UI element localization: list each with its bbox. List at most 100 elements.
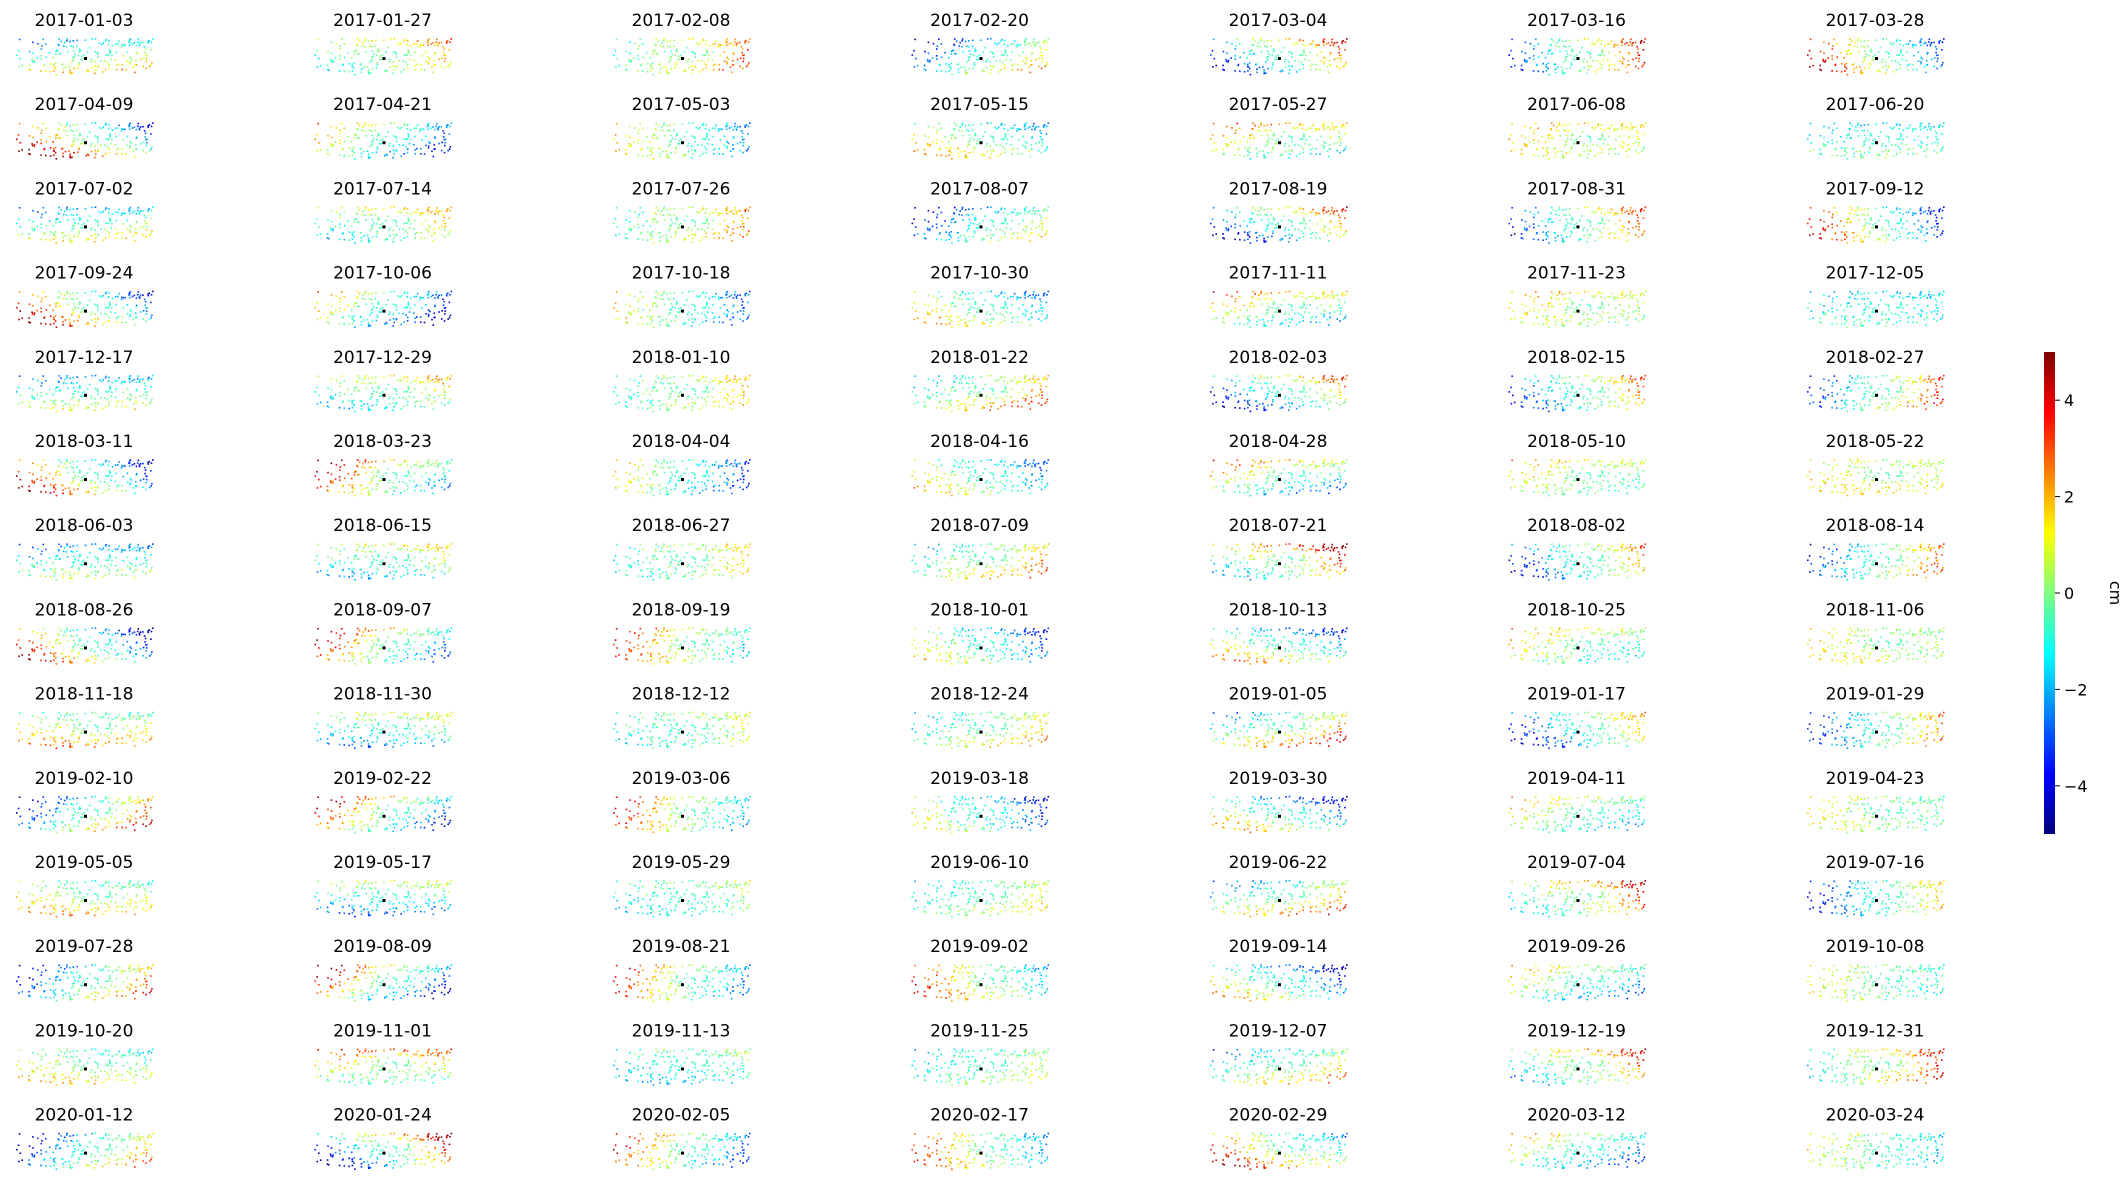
scatter-point	[692, 122, 694, 124]
scatter-point	[318, 58, 320, 60]
scatter-point	[1927, 137, 1929, 139]
scatter-point	[731, 240, 733, 242]
scatter-point	[354, 219, 356, 221]
scatter-point	[1344, 64, 1346, 66]
scatter-point	[1942, 62, 1944, 64]
scatter-point	[45, 296, 47, 298]
scatter-point	[1601, 217, 1603, 219]
scatter-point	[317, 150, 319, 152]
scatter-point	[1869, 148, 1871, 150]
scatter-point	[32, 126, 34, 128]
scatter-point	[965, 324, 967, 326]
scatter-point	[1611, 40, 1613, 42]
scatter-point	[1533, 223, 1535, 225]
scatter-point	[1005, 52, 1007, 54]
scatter-point	[414, 220, 416, 222]
scatter-point	[105, 223, 107, 225]
scatter-point	[1563, 45, 1565, 47]
scatter-point	[1227, 146, 1229, 148]
scatter-point	[1042, 139, 1044, 141]
scatter-point	[965, 241, 967, 243]
scatter-point	[387, 300, 389, 302]
panel-title: 2017-02-08	[632, 11, 731, 31]
scatter-point	[1857, 38, 1859, 40]
scatter-point	[937, 214, 939, 216]
scatter-point	[396, 53, 398, 55]
scatter-point	[94, 229, 96, 231]
scatter-point	[117, 212, 119, 214]
scatter-point	[443, 52, 445, 54]
scatter-point	[734, 210, 736, 212]
scatter-point	[77, 151, 79, 153]
scatter-point	[428, 145, 430, 147]
scatter-point	[136, 53, 138, 55]
scatter-point	[1249, 137, 1251, 139]
scatter-point	[1034, 43, 1036, 45]
scatter-point	[395, 52, 397, 54]
scatter-point	[1637, 217, 1639, 219]
scatter-point	[407, 320, 409, 322]
scatter-point	[56, 74, 58, 76]
scatter-point	[365, 207, 367, 209]
scatter-point	[1043, 126, 1045, 128]
scatter-point	[62, 316, 64, 318]
scatter-point	[630, 61, 632, 63]
scatter-point	[403, 293, 405, 295]
scatter-point	[1594, 240, 1596, 242]
scatter-point	[680, 223, 682, 225]
panel: 2017-03-28	[1807, 11, 1945, 75]
scatter-point	[1309, 128, 1311, 130]
scatter-point	[40, 70, 42, 72]
scatter-point	[90, 229, 92, 231]
scatter-point	[1005, 51, 1007, 53]
scatter-point	[746, 40, 748, 42]
scatter-point	[1628, 129, 1630, 131]
scatter-point	[726, 40, 728, 42]
scatter-point	[1565, 124, 1567, 126]
scatter-point	[740, 226, 742, 228]
scatter-point	[915, 142, 917, 144]
scatter-point	[1303, 136, 1305, 138]
scatter-point	[1041, 68, 1043, 70]
scatter-point	[69, 71, 71, 73]
scatter-point	[1047, 62, 1049, 64]
scatter-point	[1865, 138, 1867, 140]
scatter-point	[94, 241, 96, 243]
scatter-point	[1012, 296, 1014, 298]
scatter-point	[361, 324, 363, 326]
scatter-point	[1330, 129, 1332, 131]
scatter-point	[1000, 153, 1002, 155]
scatter-point	[1545, 64, 1547, 66]
scatter-point	[1636, 130, 1638, 132]
scatter-point	[1582, 61, 1584, 63]
scatter-point	[396, 65, 398, 67]
scatter-point	[1272, 233, 1274, 235]
scatter-point	[88, 239, 90, 241]
scatter-point	[692, 38, 694, 40]
scatter-point	[1574, 227, 1576, 229]
scatter-point	[655, 207, 657, 209]
scatter-point	[1256, 232, 1258, 234]
scatter-point	[60, 293, 62, 295]
scatter-point	[1825, 228, 1827, 230]
scatter-point	[1345, 126, 1347, 128]
scatter-point	[1617, 213, 1619, 215]
scatter-point	[1565, 209, 1567, 211]
scatter-point	[671, 138, 673, 140]
scatter-point	[330, 145, 332, 147]
scatter-point	[1330, 137, 1332, 139]
scatter-point	[327, 65, 329, 67]
scatter-point	[656, 53, 658, 55]
scatter-point	[73, 236, 75, 238]
scatter-point	[728, 311, 730, 313]
scatter-point	[649, 310, 651, 312]
scatter-point	[1230, 141, 1232, 143]
scatter-point	[929, 314, 931, 316]
scatter-point	[1235, 214, 1237, 216]
scatter-point	[712, 304, 714, 306]
scatter-point	[1595, 127, 1597, 129]
scatter-point	[1623, 227, 1625, 229]
scatter-point	[1603, 59, 1605, 61]
scatter-point	[124, 44, 126, 46]
scatter-point	[1031, 233, 1033, 235]
